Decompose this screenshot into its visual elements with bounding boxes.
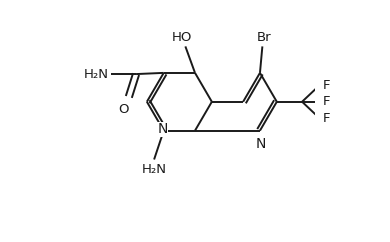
Text: N: N [256,137,266,151]
Text: O: O [118,103,129,116]
Text: H₂N: H₂N [83,68,108,81]
Text: F: F [322,95,330,108]
Text: HO: HO [172,30,192,44]
Text: F: F [322,112,330,125]
Text: N: N [157,122,168,136]
Text: Br: Br [256,30,271,44]
Text: F: F [322,79,330,92]
Text: H₂N: H₂N [142,163,167,176]
